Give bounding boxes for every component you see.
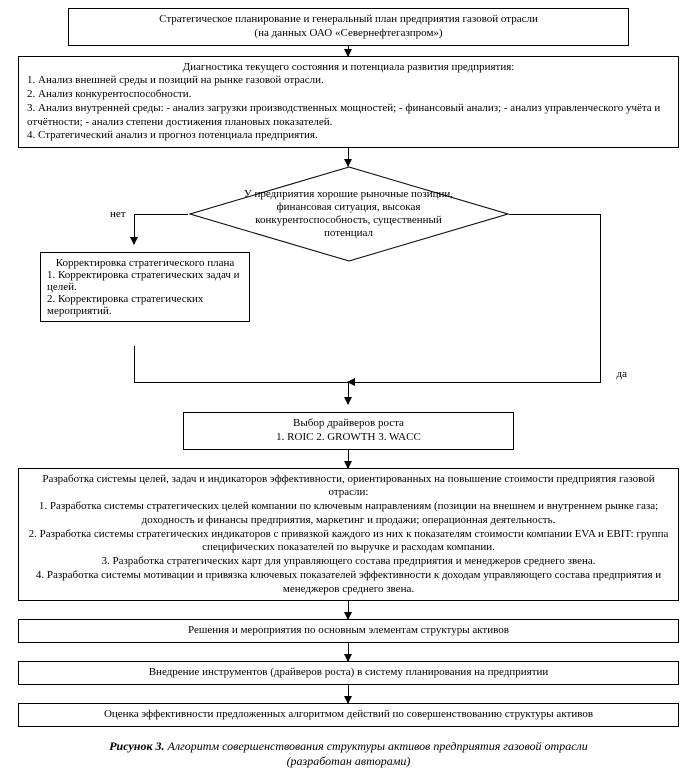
box-goals: Разработка системы целей, задач и индика… (18, 468, 679, 602)
flowchart: Стратегическое планирование и генеральны… (18, 8, 679, 727)
box-top: Стратегическое планирование и генеральны… (68, 8, 630, 46)
goals-p4: 4. Разработка системы мотивации и привяз… (27, 569, 670, 597)
arrow-1 (348, 46, 349, 56)
diag-p4: 4. Стратегический анализ и прогноз потен… (27, 129, 670, 143)
goals-p1: 1. Разработка системы стратегических цел… (27, 500, 670, 528)
box-diagnostics: Диагностика текущего состояния и потенци… (18, 56, 679, 149)
arrow-5 (348, 601, 349, 619)
yes-line-h2 (348, 382, 601, 383)
arrow-4 (348, 450, 349, 468)
decision-diamond: У предприятия хорошие рыночные позиции, … (189, 166, 509, 262)
arrow-6 (348, 643, 349, 661)
diag-p2: 2. Анализ конкурентоспособности. (27, 88, 670, 102)
arrow-2 (348, 148, 349, 166)
decision-wrap: У предприятия хорошие рыночные позиции, … (18, 166, 679, 412)
no-arrow (134, 214, 135, 244)
corr-line-v (134, 346, 135, 382)
box-eval: Оценка эффективности предложенных алгори… (18, 703, 679, 727)
drivers-line2: 1. ROIC 2. GROWTH 3. WACC (192, 431, 505, 445)
goals-title: Разработка системы целей, задач и индика… (27, 473, 670, 501)
step-implement: Внедрение инструментов (драйверов роста)… (27, 666, 670, 680)
diag-p3: 3. Анализ внутренней среды: - анализ заг… (27, 102, 670, 130)
arrow-7 (348, 685, 349, 703)
step-decisions: Решения и мероприятия по основным элемен… (27, 624, 670, 638)
top-line1: Стратегическое планирование и генеральны… (77, 13, 621, 27)
yes-line-v (600, 214, 601, 382)
caption-text: Алгоритм совершенствования структуры акт… (165, 739, 588, 753)
box-drivers: Выбор драйверов роста 1. ROIC 2. GROWTH … (183, 412, 514, 450)
merge-arrow (348, 382, 349, 404)
diag-p1: 1. Анализ внешней среды и позиций на рын… (27, 74, 670, 88)
label-yes: да (617, 368, 627, 380)
corr-p2: 2. Корректировка стратегических мероприя… (47, 293, 243, 317)
no-line-h (134, 214, 188, 215)
label-no: нет (110, 208, 126, 220)
diag-title: Диагностика текущего состояния и потенци… (27, 61, 670, 75)
drivers-line1: Выбор драйверов роста (192, 417, 505, 431)
corr-p1: 1. Корректировка стратегических задач и … (47, 269, 243, 293)
box-implement: Внедрение инструментов (драйверов роста)… (18, 661, 679, 685)
top-line2: (на данных ОАО «Севернефтегазпром») (77, 27, 621, 41)
goals-p2: 2. Разработка системы стратегических инд… (27, 528, 670, 556)
decision-text: У предприятия хорошие рыночные позиции, … (189, 166, 509, 262)
goals-p3: 3. Разработка стратегических карт для уп… (27, 555, 670, 569)
caption-sub: (разработан авторами) (287, 754, 411, 768)
caption-lead: Рисунок 3. (109, 739, 164, 753)
box-decisions: Решения и мероприятия по основным элемен… (18, 619, 679, 643)
figure-caption: Рисунок 3. Алгоритм совершенствования ст… (18, 739, 679, 770)
branch-row: нет да Корректировка стратегического пла… (18, 262, 679, 412)
yes-line-h (509, 214, 601, 215)
box-correction: Корректировка стратегического плана 1. К… (40, 252, 250, 322)
corr-line-h (134, 382, 348, 383)
step-eval: Оценка эффективности предложенных алгори… (27, 708, 670, 722)
corr-title: Корректировка стратегического плана (47, 257, 243, 269)
